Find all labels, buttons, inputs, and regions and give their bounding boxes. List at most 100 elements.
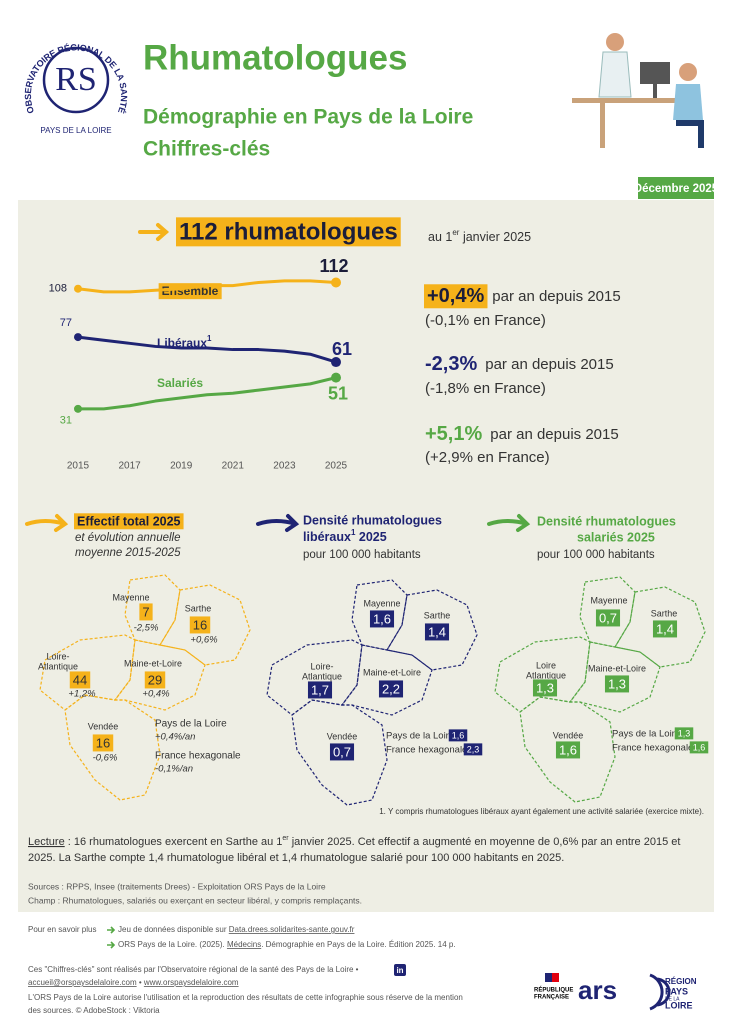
series-line [77,335,337,364]
lecture: 2025. La Sarthe compte 1,4 rhumatologue … [28,852,564,864]
linkedin[interactable]: in [396,966,403,975]
dept-value: 7 [142,604,149,619]
text: : 16 rhumatologues exercent en Sarthe au… [65,836,283,848]
highlight [604,675,630,693]
subtitle: Chiffres-clés [143,138,270,161]
region: DE LA [665,996,680,1002]
map-labels: Mayenne 1,6 Sarthe 1,4 Loire- Atlantique… [302,598,483,761]
sup: er [282,835,289,842]
x-tick-label: 2015 [67,461,90,472]
dept-value: 1,6 [373,611,391,626]
region-logo [649,973,671,1011]
text: libéraux [303,530,351,544]
monitor [640,62,670,84]
doctor-head [606,33,624,51]
highlight [424,284,488,309]
ars: ars [578,975,617,1005]
end-point [331,277,341,288]
headline: 112 rhumatologues [179,218,398,245]
highlight [463,743,483,756]
patient-head [679,63,697,81]
arrow [487,514,531,532]
map-subtitle: et évolution annuelle [75,532,181,544]
credit: Ces "Chiffres-clés" sont réalisés par l'… [28,965,359,974]
end-point [331,372,341,383]
series-label: Salariés [157,376,203,390]
france-value: 1,6 [693,742,706,752]
line-chart: Ensemble Libéraux1 Salariés 2015 2017 2019… [49,256,352,471]
value-label: 77 [60,317,72,329]
series-line [78,376,337,411]
dept-name: Vendée [327,731,358,741]
highlight [555,741,581,759]
link: Jeu de données disponible sur Data.drees… [118,925,355,934]
dept-name: Sarthe [651,608,678,618]
link[interactable]: Data.drees.solidarites-sante.gouv.fr [229,925,355,934]
dept-value: 1,4 [428,624,446,639]
end-point [74,404,82,413]
france-value: -0,1%/an [155,764,193,775]
trend: +5,1% par an depuis 2015 [425,423,619,445]
x-tick-label: 2023 [273,461,296,472]
arrow [138,223,170,241]
region-name: Pays de la Loire [612,729,680,740]
region-value: 1,3 [678,728,691,738]
dept-name: Vendée [553,730,584,740]
text: au 1 [428,230,452,244]
map-title: Effectif total 2025 [77,514,181,528]
dept-value: 1,4 [656,621,674,636]
value-label: 108 [49,283,67,295]
dept-change: +0,6% [190,635,218,646]
highlight [307,681,333,699]
sources: Champ : Rhumatologues, salariés ou exerç… [28,895,362,905]
dept-change: -2,5% [134,623,159,634]
logo-ring [42,46,110,114]
region-name: Pays de la Loire [155,719,227,730]
rate: -2,3% [425,353,477,375]
dept-name: Sarthe [185,603,212,613]
email[interactable]: accueil@orspaysdelaloire.com [28,978,137,987]
x-tick-label: 2019 [170,461,193,472]
dept-value: 1,3 [608,676,626,691]
end-point [331,357,341,368]
lecture: Lecture : 16 rhumatologues exercent en S… [28,835,680,848]
trends: +0,4% par an depuis 2015 (-0,1% en France… [424,284,621,466]
republique: RÉPUBLIQUE [534,986,573,994]
highlight [74,513,184,530]
footer: Pour en savoir plus Jeu de données dispo… [28,925,697,1015]
link[interactable]: Médecins [227,940,261,949]
trend: +0,4% par an depuis 2015 [427,285,621,307]
rate: +5,1% [425,423,482,445]
website[interactable]: www.orspaysdelaloire.com [143,978,239,987]
dept-name: Atlantique [38,661,78,671]
logo-bottom: PAYS DE LA LOIRE [40,126,111,135]
region-name: Pays de la Loire [386,731,454,742]
dept-name: Vendée [88,721,119,731]
series-line [77,279,337,294]
sup: 1 [351,528,356,537]
marianne [552,973,559,982]
dept-value: 29 [148,672,162,687]
dept-change: -0,6% [93,753,118,764]
x-tick-label: 2017 [118,461,141,472]
dept-name: Maine-et-Loire [588,663,646,673]
value-label: 61 [332,339,352,359]
dept-value: 16 [193,617,207,632]
france-name: France hexagonale [612,743,693,754]
linkedin-icon[interactable] [394,964,406,976]
republique: FRANÇAISE [534,995,569,1001]
value-label: 51 [328,383,348,403]
sup: er [452,228,459,237]
text: ORS Pays de la Loire. (2025). [118,940,227,949]
label: Lecture [28,836,65,848]
dept-name: Loire [536,660,556,670]
dept-name: Atlantique [302,671,342,681]
dept-value: 0,7 [333,744,351,759]
headline-date: au 1er janvier 2025 [428,228,531,244]
dept-value: 16 [96,735,110,750]
desk [572,98,692,103]
text: Jeu de données disponible sur [118,925,229,934]
highlight [139,603,153,621]
rights: des sources. © AdobeStock : Viktoria [28,1006,160,1015]
